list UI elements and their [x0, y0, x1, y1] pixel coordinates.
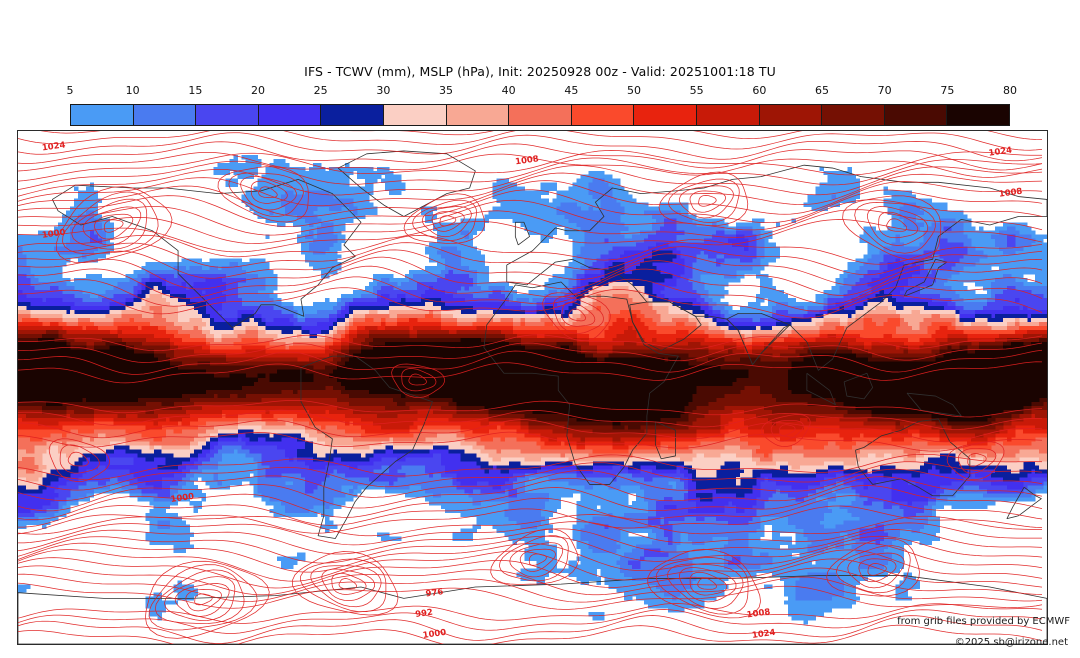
colorbar-tick-label: 30: [376, 84, 391, 97]
colorbar-tick-label: 35: [439, 84, 453, 97]
colorbar-segment: [71, 105, 134, 125]
colorbar-segment: [196, 105, 259, 125]
colorbar: 5 10 15 20 25 30 35 40 45 50 55 60 65 70 75 80: [66, 84, 1018, 128]
isobar-label: 1024: [751, 627, 776, 640]
colorbar-tick-label: 25: [313, 84, 328, 97]
map-canvas: 1024 1000 1008 1024 1008 1000 976 992 1000 1008 10…: [18, 131, 1047, 644]
colorbar-segment: [321, 105, 384, 125]
map-panel: 1024 1000 1008 1024 1008 1000 976 992 1000 1008 10…: [17, 130, 1048, 645]
isobar-label: 1000: [422, 627, 447, 640]
colorbar-tick-label: 10: [125, 84, 140, 97]
colorbar-tick-labels: 5 10 15 20 25 30 35 40 45 50 55 60 65 70 75 80: [66, 84, 1018, 102]
colorbar-segment: [509, 105, 572, 125]
isobar-label: 1008: [515, 153, 540, 166]
colorbar-gradient: [70, 104, 1010, 126]
colorbar-segment: [947, 105, 1009, 125]
colorbar-segment: [133, 105, 197, 125]
colorbar-tick-label: 65: [815, 84, 829, 97]
isobar-label: 1008: [746, 606, 771, 619]
colorbar-tick-label: 75: [940, 84, 955, 97]
isobar-labels: 1024 1000 1008 1024 1008 1000 976 992 1000 1008 10…: [41, 139, 1023, 640]
colorbar-tick-label: 60: [752, 84, 767, 97]
isobar-label: 1024: [988, 145, 1013, 158]
colorbar-tick-label: 40: [501, 84, 516, 97]
colorbar-segment: [446, 105, 510, 125]
colorbar-segment: [258, 105, 322, 125]
isobar-label: 1000: [41, 227, 66, 240]
colorbar-tick-label: 55: [689, 84, 704, 97]
colorbar-segment: [822, 105, 885, 125]
isobar-label: 1000: [170, 491, 195, 504]
colorbar-tick-label: 45: [564, 84, 579, 97]
isobar-label: 992: [415, 607, 434, 619]
colorbar-tick-label: 70: [877, 84, 892, 97]
page-title: IFS - TCWV (mm), MSLP (hPa), Init: 20250…: [304, 64, 776, 79]
colorbar-segment: [571, 105, 635, 125]
colorbar-tick-label: 5: [66, 84, 74, 97]
colorbar-tick-label: 20: [251, 84, 265, 97]
colorbar-segment: [759, 105, 823, 125]
mslp-isobars: [18, 131, 1043, 644]
isobar-label: 976: [425, 586, 444, 598]
isobar-label: 1024: [41, 139, 66, 152]
colorbar-segment: [383, 105, 447, 125]
colorbar-segment: [634, 105, 697, 125]
colorbar-tick-label: 80: [1003, 84, 1017, 97]
copyright-credit: ©2025 sb@irizone.net: [954, 637, 1068, 648]
colorbar-segment: [696, 105, 760, 125]
colorbar-tick-label: 50: [627, 84, 641, 97]
tcwv-filled-contours: [18, 154, 1047, 625]
isobar-label: 1008: [998, 186, 1023, 199]
colorbar-tick-label: 15: [188, 84, 203, 97]
colorbar-segment: [884, 105, 948, 125]
source-credit: from grib files provided by ECMWF: [897, 616, 1070, 627]
